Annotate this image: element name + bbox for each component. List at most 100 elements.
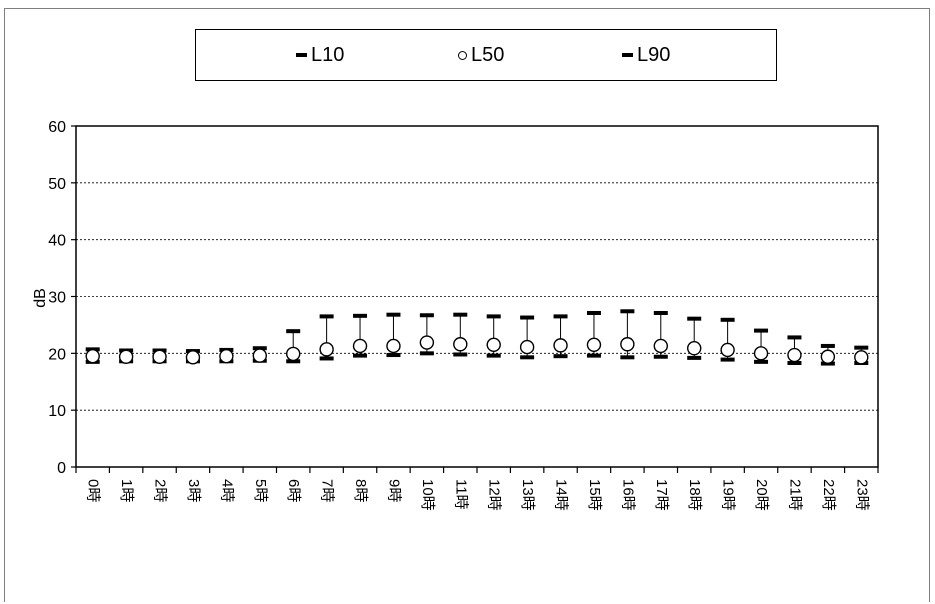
l10-marker bbox=[854, 345, 869, 350]
y-tick-label: 50 bbox=[48, 176, 66, 193]
legend-label-l90: L90 bbox=[637, 43, 671, 66]
x-tick-label: 5時 bbox=[252, 479, 269, 502]
l50-marker bbox=[486, 337, 501, 353]
l50-marker bbox=[519, 339, 535, 355]
legend-dash-icon bbox=[296, 53, 307, 57]
l90-marker bbox=[553, 354, 568, 359]
legend-item-l90: L90 bbox=[622, 30, 670, 80]
l50-marker bbox=[219, 348, 234, 364]
y-tick-label: 0 bbox=[57, 460, 66, 477]
l50-marker bbox=[820, 349, 836, 364]
l50-marker bbox=[854, 350, 869, 365]
x-tick-label: 20時 bbox=[753, 479, 770, 511]
l10-marker bbox=[553, 314, 568, 319]
l50-marker bbox=[586, 337, 602, 353]
x-tick-label: 3時 bbox=[185, 479, 202, 502]
l50-marker bbox=[653, 338, 668, 354]
l10-marker bbox=[754, 328, 769, 333]
x-tick-label: 12時 bbox=[486, 479, 503, 511]
x-tick-label: 14時 bbox=[553, 479, 570, 511]
x-tick-label: 1時 bbox=[118, 479, 135, 502]
l50-marker bbox=[687, 341, 702, 356]
l90-marker bbox=[286, 359, 301, 364]
l10-marker bbox=[386, 312, 401, 317]
l50-marker bbox=[720, 342, 735, 358]
l10-marker bbox=[419, 313, 434, 318]
l50-marker bbox=[252, 348, 267, 363]
legend-item-l10: L10 bbox=[296, 30, 344, 80]
l50-marker bbox=[419, 335, 435, 350]
l50-marker bbox=[753, 346, 769, 361]
l10-marker bbox=[353, 313, 368, 318]
l90-marker bbox=[653, 354, 668, 359]
x-tick-label: 17時 bbox=[653, 479, 670, 511]
l50-marker bbox=[787, 347, 802, 363]
legend-label-l50: L50 bbox=[471, 43, 505, 66]
legend: L10 L50 L90 bbox=[195, 29, 777, 81]
grid-lines bbox=[76, 182, 878, 411]
x-tick-label: 16時 bbox=[619, 479, 636, 511]
x-tick-label: 4時 bbox=[218, 479, 235, 502]
l90-marker bbox=[620, 355, 635, 360]
l10-marker bbox=[319, 314, 334, 319]
l10-marker bbox=[520, 315, 535, 320]
l10-marker bbox=[720, 317, 735, 322]
data-marks bbox=[85, 309, 869, 366]
y-tick-label: 20 bbox=[48, 346, 66, 363]
l90-marker bbox=[720, 357, 735, 362]
x-tick-label: 22時 bbox=[820, 479, 837, 511]
l50-marker bbox=[553, 338, 568, 353]
legend-item-l50: L50 bbox=[458, 30, 504, 80]
x-tick-label: 18時 bbox=[686, 479, 703, 511]
y-tick-label: 10 bbox=[48, 403, 66, 420]
x-tick-label: 21時 bbox=[786, 479, 803, 511]
l10-marker bbox=[586, 310, 601, 315]
l50-marker bbox=[620, 337, 635, 352]
y-tick-label: 60 bbox=[48, 119, 66, 136]
x-tick-label: 10時 bbox=[419, 479, 436, 511]
x-tick-label: 23時 bbox=[853, 479, 870, 511]
range-lines bbox=[92, 311, 862, 364]
axis-ticks: 0 10 20 30 40 50 60 0時 1時 2時 3時 4時 5時 6時 7時 8時 9時 10時 11時 1… bbox=[48, 119, 879, 511]
legend-label-l10: L10 bbox=[311, 43, 345, 66]
y-tick-label: 30 bbox=[48, 290, 66, 307]
l50-marker bbox=[319, 342, 334, 357]
l10-marker bbox=[453, 312, 468, 317]
x-tick-label: 8時 bbox=[352, 479, 369, 502]
l10-marker bbox=[820, 343, 835, 348]
l50-marker bbox=[185, 350, 201, 365]
l10-marker bbox=[252, 346, 267, 351]
l10-marker bbox=[653, 310, 668, 315]
l50-marker bbox=[152, 349, 167, 364]
legend-circle-icon bbox=[458, 50, 467, 60]
l90-marker bbox=[586, 353, 601, 358]
y-axis-label: dB bbox=[32, 288, 49, 308]
y-tick-label: 40 bbox=[48, 233, 66, 250]
l50-marker bbox=[453, 337, 468, 352]
l90-marker bbox=[787, 360, 802, 365]
l10-marker bbox=[286, 329, 301, 334]
l50-marker bbox=[85, 348, 100, 364]
l50-marker bbox=[118, 349, 134, 364]
l50-marker bbox=[386, 338, 401, 354]
x-tick-label: 15時 bbox=[586, 479, 603, 511]
x-tick-label: 2時 bbox=[152, 479, 169, 502]
l50-marker bbox=[286, 346, 301, 362]
l90-marker bbox=[520, 355, 535, 360]
l90-marker bbox=[453, 352, 468, 357]
x-tick-label: 7時 bbox=[319, 479, 336, 502]
x-tick-label: 6時 bbox=[285, 479, 302, 502]
chart-frame bbox=[4, 8, 930, 602]
x-tick-label: 11時 bbox=[452, 479, 469, 510]
x-tick-label: 0時 bbox=[85, 479, 102, 502]
l90-marker bbox=[419, 351, 434, 356]
l90-marker bbox=[319, 356, 334, 361]
x-tick-label: 9時 bbox=[385, 479, 402, 502]
l10-marker bbox=[620, 309, 635, 314]
l10-marker bbox=[687, 316, 702, 321]
x-tick-label: 19時 bbox=[720, 479, 737, 511]
l10-marker bbox=[787, 335, 802, 340]
x-tick-label: 13時 bbox=[519, 479, 536, 511]
l50-marker bbox=[352, 338, 368, 354]
